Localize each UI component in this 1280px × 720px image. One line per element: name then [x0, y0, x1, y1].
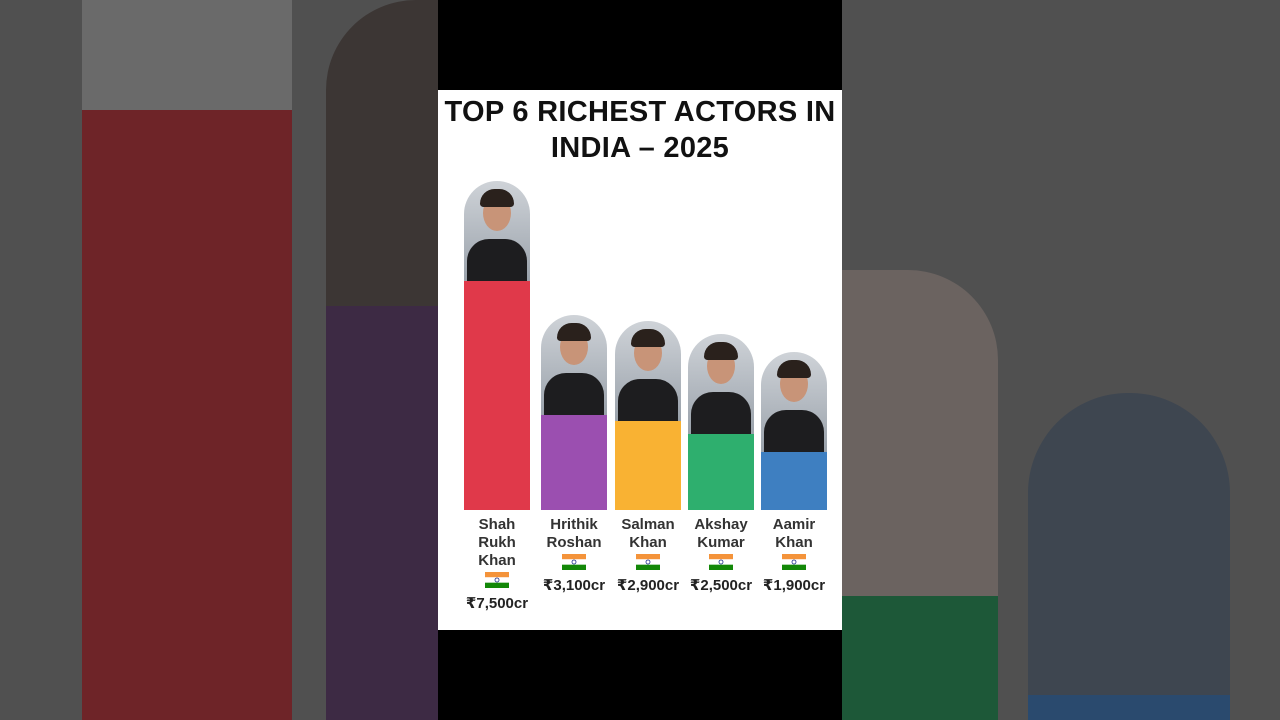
photo-hair [704, 341, 738, 360]
bg-bar [842, 596, 998, 720]
value-label: ₹1,900cr [762, 577, 826, 594]
photo-hair [777, 359, 811, 378]
category-label: Hrithik Roshan [546, 516, 602, 551]
category-label: Akshay Kumar [694, 516, 748, 551]
label-column: Shah Rukh Khan ₹7,500cr [452, 516, 542, 612]
label-column: Hrithik Roshan ₹3,100cr [529, 516, 619, 594]
flag [562, 554, 586, 570]
label-column: Salman Khan ₹2,900cr [603, 516, 693, 594]
flag [636, 554, 660, 570]
bg-bar [82, 110, 292, 720]
actor-photo [688, 333, 754, 434]
value-label: ₹2,500cr [689, 577, 753, 594]
actor-photo [761, 351, 827, 452]
bar [541, 415, 607, 510]
bg-bar [1028, 695, 1230, 720]
bar [615, 421, 681, 510]
bg-photo [842, 270, 998, 596]
bar [464, 281, 530, 510]
photo-body [764, 409, 824, 452]
photo-body [691, 391, 751, 434]
value-label: ₹7,500cr [465, 595, 529, 612]
category-label: Salman Khan [621, 516, 675, 551]
chart-title: TOP 6 RICHEST ACTORS IN INDIA – 2025 [444, 96, 836, 164]
bg-bar [326, 306, 438, 720]
actor-photo [464, 181, 530, 281]
bg-photo [1028, 393, 1230, 695]
photo-body [467, 239, 527, 281]
photo-hair [480, 189, 514, 207]
photo-hair [557, 323, 591, 342]
category-label: Shah Rukh Khan [478, 516, 516, 569]
flag [485, 572, 509, 588]
actor-photo [541, 315, 607, 416]
value-label: ₹3,100cr [542, 577, 606, 594]
bg-photo [82, 0, 292, 110]
bg-photo [326, 0, 438, 306]
category-label: Aamir Khan [772, 516, 816, 551]
label-column: Akshay Kumar ₹2,500cr [676, 516, 766, 594]
bar [688, 433, 754, 510]
photo-body [544, 373, 604, 416]
value-label: ₹2,900cr [616, 577, 680, 594]
chart: TOP 6 RICHEST ACTORS IN INDIA – 2025 Sha… [438, 90, 842, 630]
photo-body [618, 379, 678, 422]
actor-photo [615, 321, 681, 422]
label-column: Aamir Khan ₹1,900cr [749, 516, 839, 594]
bar [761, 451, 827, 510]
photo-hair [631, 329, 665, 348]
flag [709, 554, 733, 570]
flag [782, 554, 806, 570]
